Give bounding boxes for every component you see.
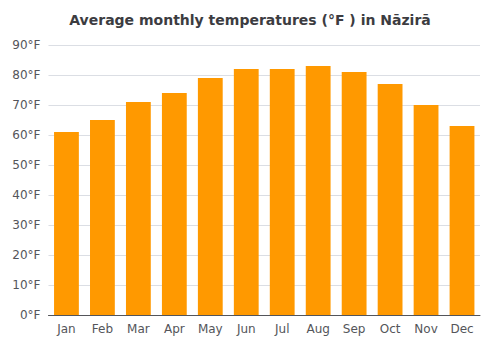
svg-text:Jun: Jun: [236, 322, 256, 336]
svg-text:Dec: Dec: [450, 322, 473, 336]
svg-text:50°F: 50°F: [12, 158, 40, 172]
svg-text:30°F: 30°F: [12, 218, 40, 232]
svg-text:Aug: Aug: [306, 322, 329, 336]
svg-text:Jul: Jul: [274, 322, 289, 336]
svg-text:Nov: Nov: [414, 322, 437, 336]
svg-text:60°F: 60°F: [12, 128, 40, 142]
svg-text:40°F: 40°F: [12, 188, 40, 202]
svg-text:0°F: 0°F: [20, 308, 41, 322]
svg-text:90°F: 90°F: [12, 38, 40, 52]
svg-text:Mar: Mar: [127, 322, 150, 336]
svg-text:10°F: 10°F: [12, 278, 40, 292]
svg-text:Oct: Oct: [380, 322, 401, 336]
svg-text:Average monthly temperatures (: Average monthly temperatures (°F ) in Nā…: [69, 12, 430, 28]
svg-text:20°F: 20°F: [12, 248, 40, 262]
svg-text:80°F: 80°F: [12, 68, 40, 82]
svg-text:Feb: Feb: [92, 322, 113, 336]
svg-text:May: May: [198, 322, 223, 336]
svg-text:Apr: Apr: [164, 322, 185, 336]
svg-text:70°F: 70°F: [12, 98, 40, 112]
svg-text:Jan: Jan: [56, 322, 76, 336]
svg-text:Sep: Sep: [343, 322, 366, 336]
